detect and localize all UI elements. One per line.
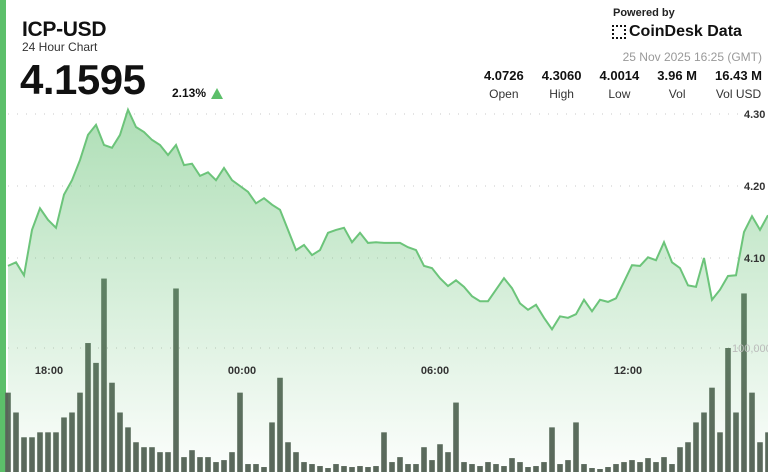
accent-bar	[0, 0, 6, 472]
pair-title: ICP-USD	[22, 18, 107, 41]
x-tick-label: 12:00	[614, 365, 642, 377]
stat-label: Vol	[668, 87, 686, 101]
x-tick-label: 18:00	[35, 365, 63, 377]
price-line	[7, 106, 768, 332]
stats-row: 4.0726 Open 4.3060 High 4.0014 Low 3.96 M Vo…	[484, 68, 762, 101]
stat-value: 4.0726	[483, 68, 524, 83]
stat-vol: 3.96 M Vol	[657, 68, 697, 101]
stat-high: 4.3060 High	[542, 68, 582, 101]
y-tick-label: 4.30	[744, 109, 765, 121]
stat-label: High	[549, 87, 574, 101]
stat-value: 4.0014	[599, 68, 640, 83]
x-tick-label: 06:00	[421, 365, 449, 377]
stat-label: Open	[489, 87, 519, 101]
stat-value: 16.43 M	[715, 68, 762, 83]
timestamp: 25 Nov 2025 16:25 (GMT)	[622, 50, 762, 64]
stat-value: 3.96 M	[657, 68, 698, 83]
stat-label: Low	[608, 87, 631, 101]
powered-by: Powered by	[613, 7, 675, 19]
x-tick-label: 00:00	[228, 365, 256, 377]
y-tick-label: 4.10	[744, 253, 765, 265]
y-tick-label: 4.20	[744, 181, 765, 193]
chart-subtitle: 24 Hour Chart	[22, 40, 98, 54]
stat-label: Vol USD	[715, 87, 762, 101]
stat-open: 4.0726 Open	[484, 68, 524, 101]
stat-value: 4.3060	[541, 68, 582, 83]
stat-vol-usd: 16.43 M Vol USD	[715, 68, 762, 101]
volume-bar	[5, 392, 11, 472]
brand-logo: CoinDesk Data	[612, 23, 742, 41]
price-area	[8, 109, 768, 472]
brand-name: CoinDesk Data	[629, 23, 742, 40]
price-change: 2.13%	[172, 86, 207, 100]
current-price: 4.1595	[20, 56, 146, 103]
up-triangle-icon	[211, 88, 223, 99]
coindesk-logo-icon	[612, 25, 626, 39]
stat-low: 4.0014 Low	[600, 68, 640, 101]
volume-tick-label: 100,000	[732, 343, 768, 355]
